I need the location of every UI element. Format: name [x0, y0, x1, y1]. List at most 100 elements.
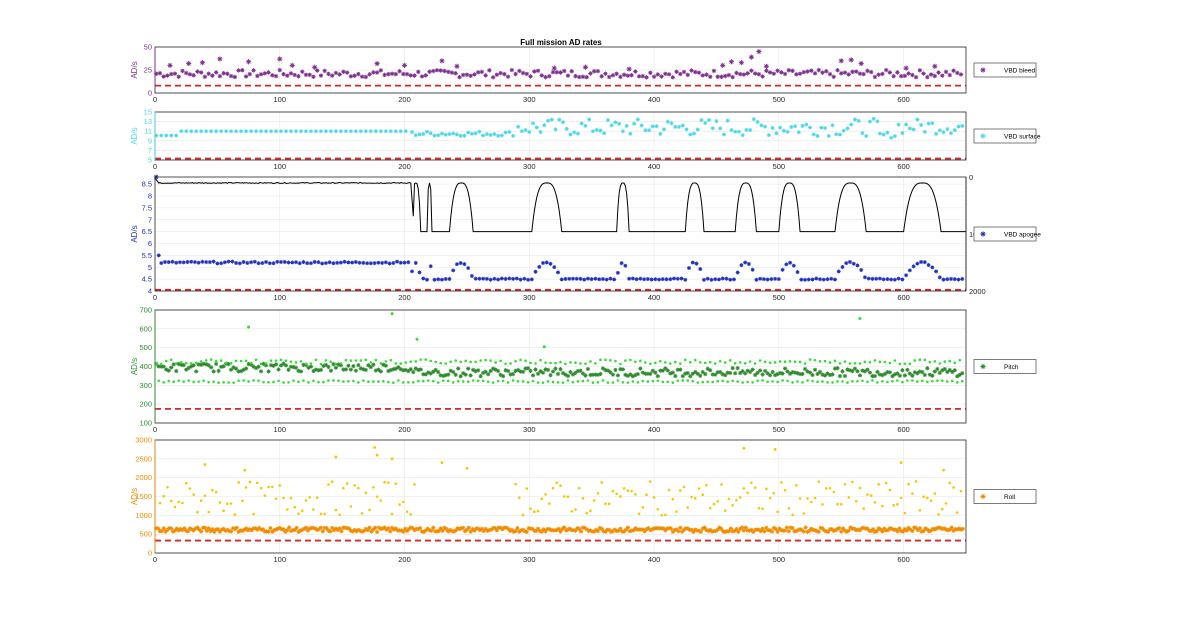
data-point — [211, 488, 214, 492]
data-point — [913, 359, 917, 362]
data-point — [900, 529, 906, 534]
data-point — [219, 364, 224, 369]
data-point — [358, 528, 363, 533]
data-point — [758, 368, 763, 373]
data-point — [793, 360, 797, 363]
data-point — [324, 525, 329, 531]
data-point — [270, 529, 275, 534]
data-point — [944, 502, 948, 505]
data-point — [718, 370, 723, 375]
data-point — [878, 527, 883, 532]
data-point — [728, 59, 735, 65]
data-point — [723, 509, 727, 512]
data-point — [373, 368, 378, 373]
data-point — [688, 360, 692, 364]
data-point — [773, 361, 777, 364]
data-point — [667, 488, 671, 492]
data-point — [523, 366, 528, 371]
data-point — [631, 528, 636, 533]
data-point — [213, 70, 219, 75]
data-point — [451, 131, 456, 136]
data-point — [444, 362, 448, 365]
data-point — [199, 360, 203, 363]
data-point — [351, 364, 356, 369]
data-point — [955, 381, 959, 384]
data-point — [584, 362, 587, 366]
data-point — [367, 525, 372, 530]
data-point — [728, 359, 732, 362]
data-point — [786, 529, 791, 534]
data-point — [381, 362, 386, 367]
legend-label: VBD apogee — [1004, 231, 1041, 238]
data-point — [678, 71, 683, 77]
data-point — [943, 527, 949, 532]
data-point — [191, 363, 196, 368]
data-point — [598, 371, 603, 377]
data-point — [162, 494, 166, 498]
x-tick-label: 400 — [648, 95, 661, 104]
data-point — [500, 527, 505, 532]
y-tick-label: 6 — [148, 239, 152, 248]
x-tick-label: 200 — [398, 293, 411, 302]
data-point — [635, 371, 640, 377]
data-point — [229, 362, 233, 365]
data-point — [934, 269, 939, 274]
data-point — [658, 368, 663, 373]
data-point — [516, 379, 520, 383]
data-point — [580, 74, 586, 79]
data-point — [439, 131, 444, 136]
data-point — [309, 362, 313, 365]
data-point — [779, 528, 784, 533]
data-point — [745, 71, 750, 76]
data-point — [554, 527, 559, 533]
data-point — [254, 358, 258, 362]
data-point — [686, 506, 690, 509]
data-point — [814, 276, 819, 281]
data-point — [169, 499, 173, 503]
data-point — [574, 508, 577, 511]
data-point — [176, 74, 181, 79]
data-point — [416, 379, 420, 383]
data-point — [411, 380, 415, 384]
data-point — [242, 527, 247, 532]
data-point — [656, 379, 660, 383]
data-point — [863, 360, 867, 364]
data-point — [509, 362, 512, 365]
data-point — [560, 120, 565, 125]
data-point — [872, 74, 878, 80]
data-point — [583, 123, 588, 128]
legend: Pitch — [973, 359, 1037, 374]
data-point — [921, 379, 924, 383]
data-point — [892, 277, 897, 282]
data-point — [959, 489, 963, 493]
data-point — [413, 366, 418, 371]
data-point — [465, 466, 469, 470]
data-point — [741, 381, 744, 384]
data-point — [214, 359, 218, 363]
data-point — [548, 373, 553, 378]
data-point — [411, 369, 416, 375]
data-point — [304, 362, 308, 366]
data-point — [844, 261, 849, 266]
data-point — [896, 276, 901, 281]
data-point — [843, 360, 847, 363]
data-point — [663, 71, 668, 77]
x-tick-label: 400 — [648, 555, 661, 564]
data-point — [229, 502, 233, 505]
data-point — [277, 67, 282, 73]
data-point — [285, 528, 290, 533]
data-point — [206, 363, 211, 368]
data-point — [951, 528, 956, 533]
data-point — [775, 68, 780, 73]
data-point — [705, 276, 710, 281]
data-point — [955, 527, 960, 532]
data-point — [413, 483, 416, 486]
data-point — [564, 528, 569, 533]
data-point — [847, 368, 853, 373]
data-point — [476, 368, 481, 373]
data-point — [832, 366, 838, 371]
data-point — [749, 68, 754, 73]
data-point — [603, 368, 608, 373]
y-axis-label: AD/s — [130, 61, 139, 78]
data-point — [938, 525, 943, 531]
